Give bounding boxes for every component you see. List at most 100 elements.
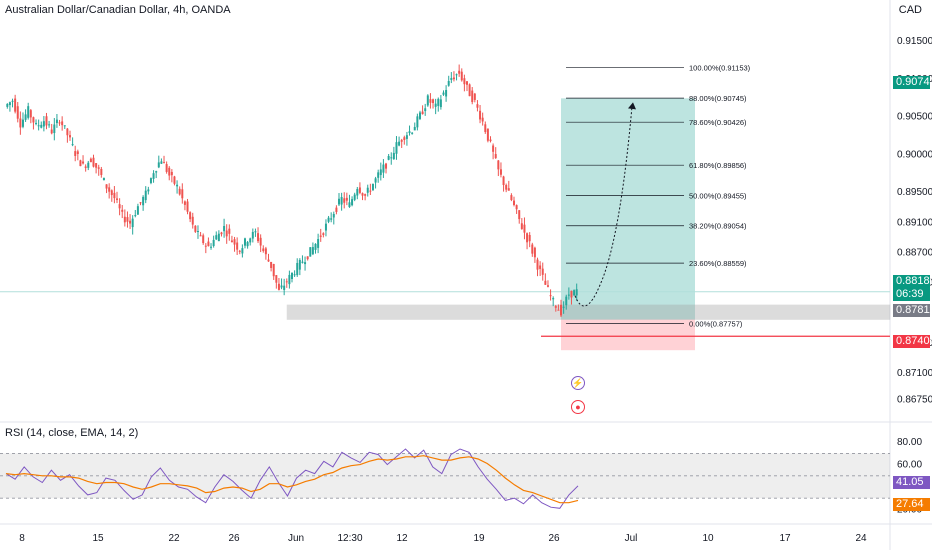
candle-body [76,151,79,155]
candle-body [332,213,335,218]
candle-body [210,246,213,248]
candle-body [215,235,218,240]
candle-body [463,78,466,85]
candle-body [139,202,142,204]
candle-body [157,162,160,168]
candle-body [452,77,455,80]
candle-body [379,169,382,176]
candle-body [429,99,432,103]
candle-body [97,167,100,169]
candle-body [108,187,111,192]
candle-body [144,190,147,201]
candle-body [29,110,32,118]
candle-body [275,275,278,283]
candle-body [170,171,173,176]
candle-body [382,164,385,173]
candle-body [55,119,58,124]
price-tick-label: 0.90500 [897,112,932,123]
candle-body [136,206,139,215]
price-tick-label: 0.88700 [897,247,932,258]
candle-body [45,116,48,126]
candle-body [486,128,489,141]
candle-body [460,71,463,81]
candle-body [283,285,286,290]
candle-body [82,161,85,164]
candle-body [35,122,38,124]
time-tick-label: 19 [473,533,485,544]
candle-body [345,197,348,201]
candle-body [549,295,552,297]
candle-body [450,78,453,80]
candle-body [523,224,526,233]
candle-body [163,162,166,164]
candle-body [471,90,474,103]
candle-body [507,188,510,191]
candle-body [304,262,307,265]
candle-body [257,233,260,242]
candle-body [573,290,576,296]
rsi-ema-line [5,455,579,504]
currency-label: CAD [898,4,922,16]
candle-body [405,135,408,139]
candle-body [424,108,427,112]
rsi-tick-label: 60.00 [897,460,922,471]
fib-level-label: 78.60%(0.90426) [689,118,747,127]
candle-body [249,238,252,243]
candle-body [371,183,374,191]
candle-body [71,144,74,146]
candle-body [484,124,487,132]
candle-body [16,106,19,119]
candle-body [116,198,119,200]
candle-body [426,95,429,106]
candle-body [102,178,105,181]
candle-body [207,241,210,247]
candle-body [14,98,17,112]
candle-body [361,193,364,196]
candle-body [479,110,482,120]
candle-body [58,122,61,124]
rsi-line [5,448,579,509]
candle-body [565,296,568,306]
candle-body [510,195,513,200]
candle-body [89,158,92,163]
candle-body [178,188,181,195]
candle-body [539,265,542,269]
candle-body [285,281,288,283]
candle-body [319,235,322,237]
candle-body [61,121,64,126]
candle-body [494,154,497,159]
candle-body [63,125,66,127]
candle-body [152,173,155,179]
price-tick-label: 0.89100 [897,217,932,228]
candle-body [351,199,354,206]
current-price-badge: 0.88180 06:39 [893,275,932,301]
time-tick-label: 12 [396,533,408,544]
candle-body [74,151,77,156]
candle-body [497,160,500,170]
candle-body [186,201,189,212]
candle-body [243,238,246,246]
candle-body [374,178,377,183]
candle-body [168,167,171,176]
candle-body [264,248,267,255]
candle-body [387,155,390,160]
candle-body [518,210,521,220]
candle-body [473,93,476,100]
candle-body [528,234,531,242]
candle-body [458,70,461,74]
candle-body [301,261,304,263]
candle-body [48,124,51,126]
candle-body [121,209,124,212]
rsi-ema-badge: 27.64 [893,498,930,511]
candle-body [68,135,71,138]
candle-body [541,268,544,275]
candle-body [481,117,484,122]
candle-body [562,306,565,308]
candle-body [502,176,505,186]
lightning-icon[interactable]: ⚡ [571,376,585,390]
candle-body [400,139,403,142]
flag-icon[interactable]: ● [571,400,585,414]
candle-body [293,274,296,276]
price-tick-label: 0.90000 [897,149,932,160]
